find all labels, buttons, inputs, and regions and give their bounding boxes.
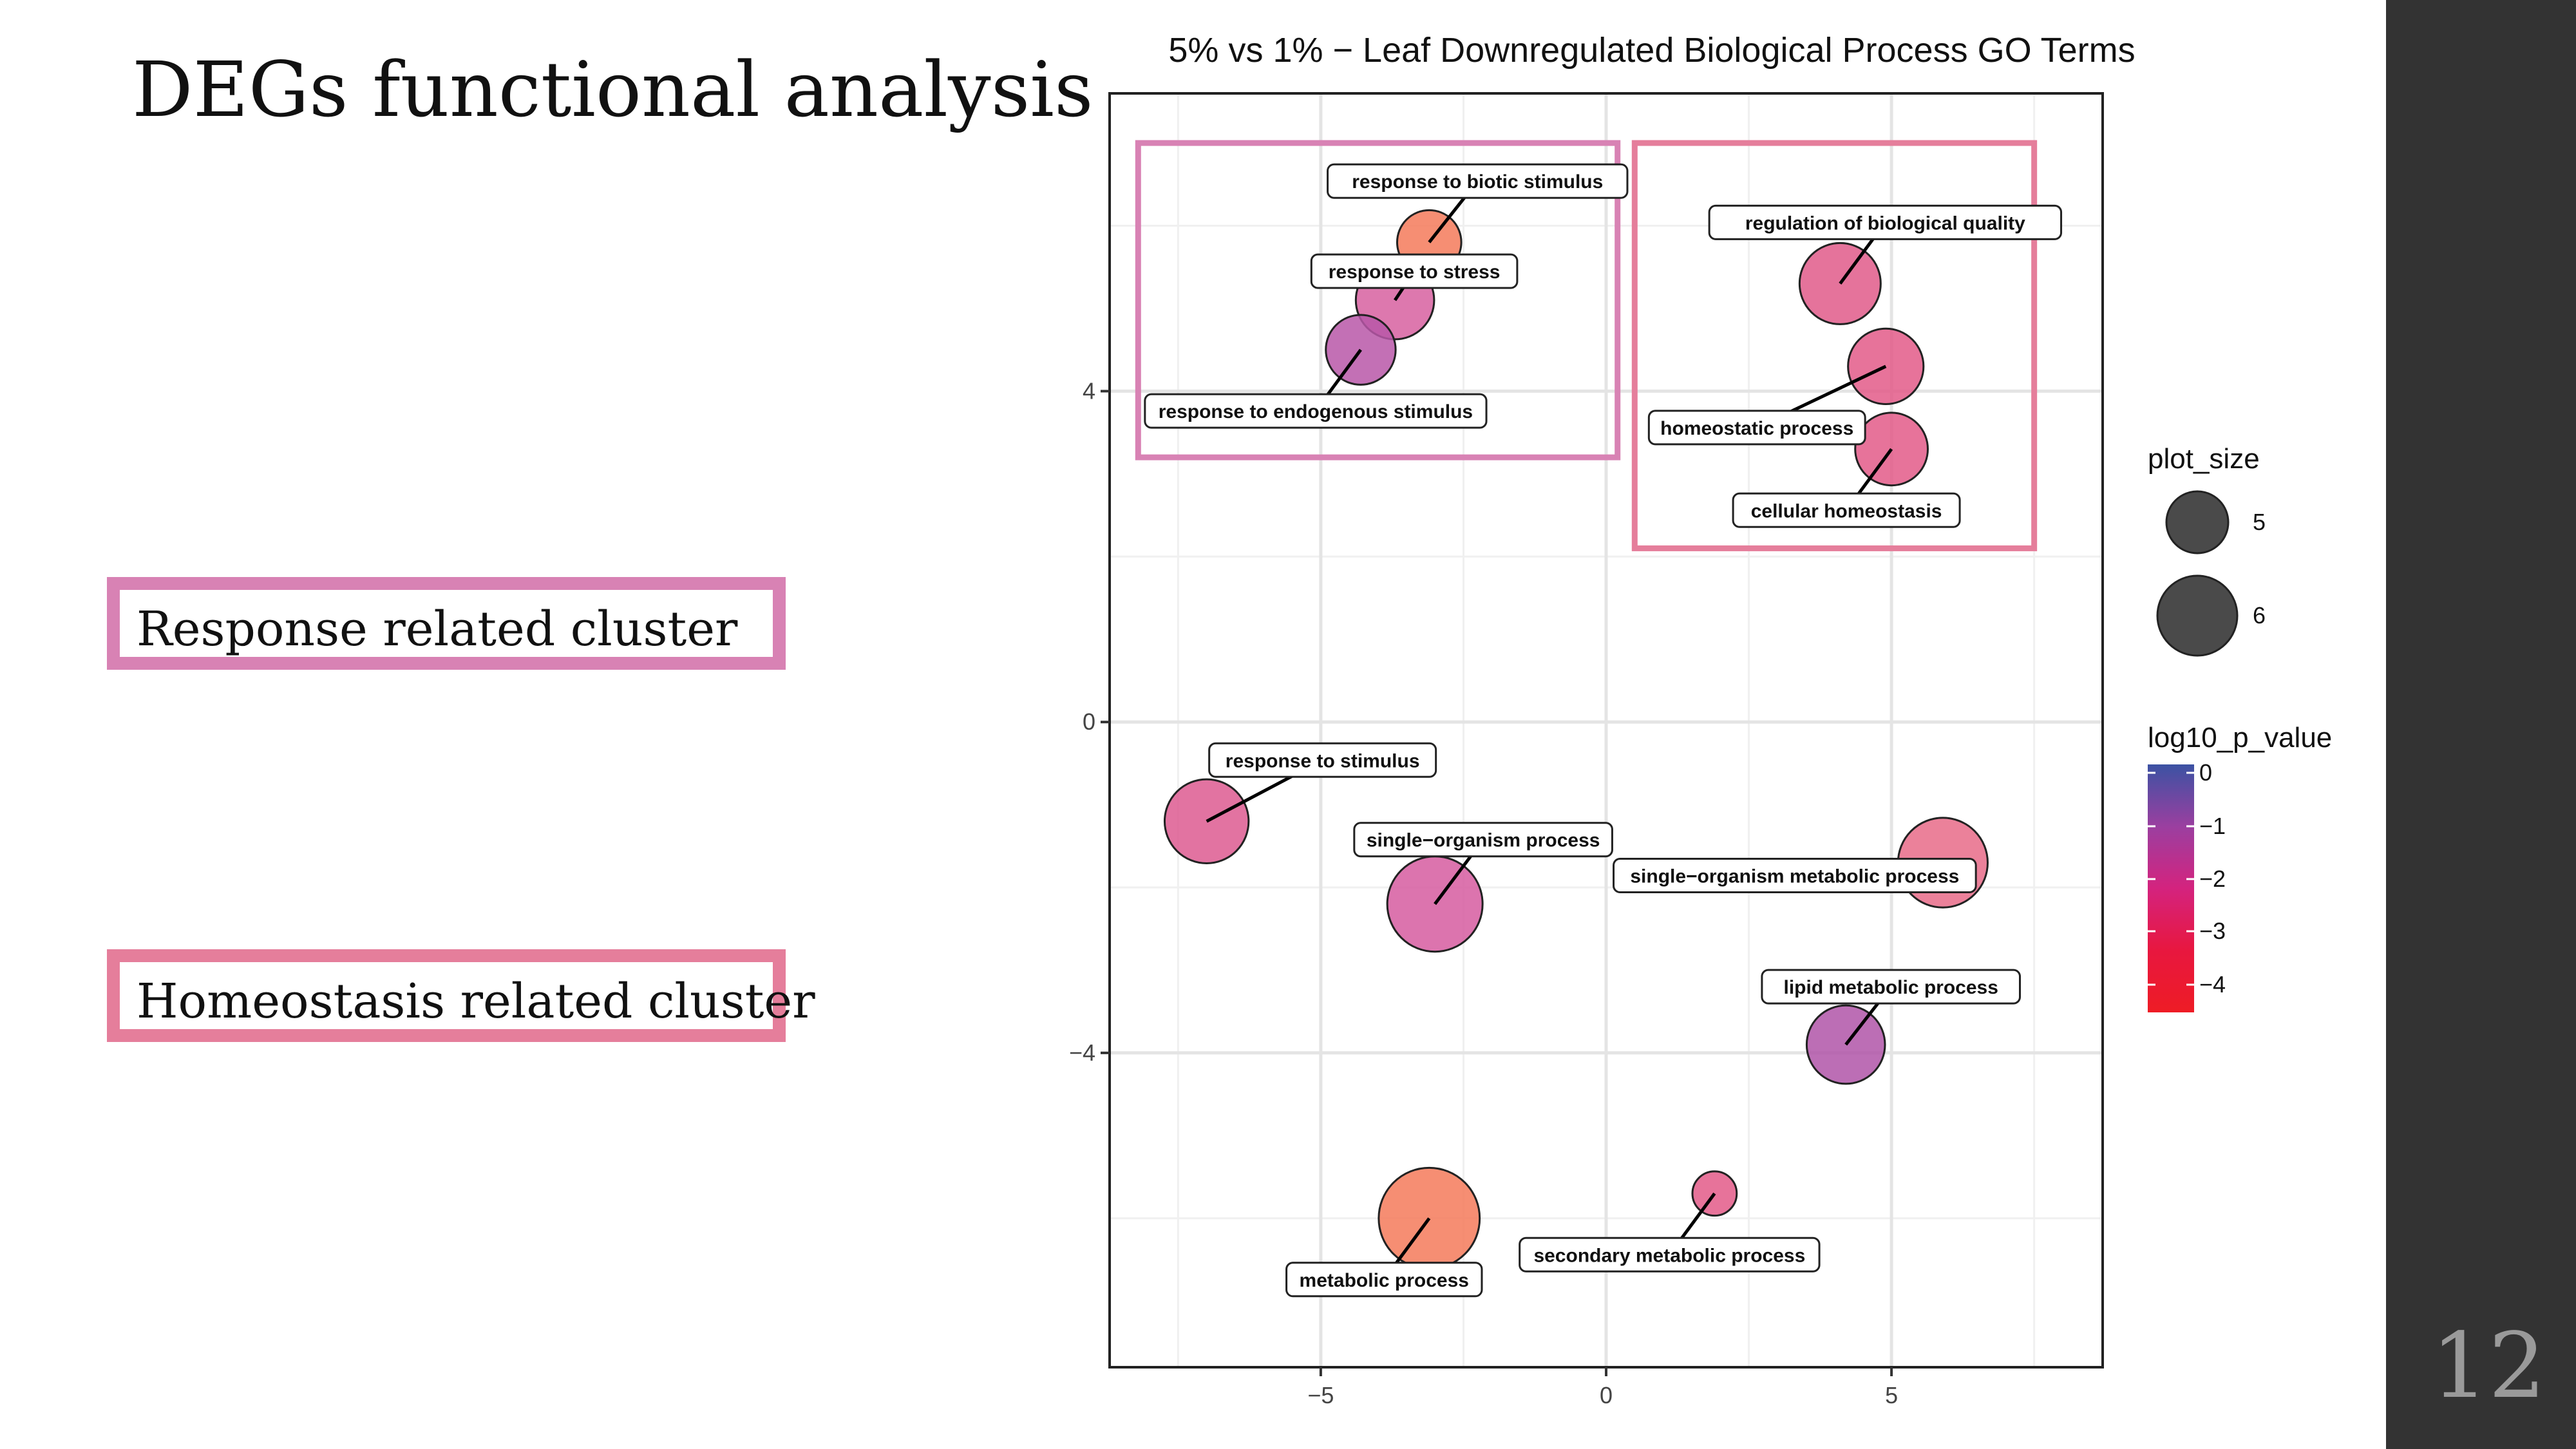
size-legend-circle bbox=[2165, 490, 2230, 554]
data-label-text: secondary metabolic process bbox=[1533, 1245, 1805, 1266]
color-legend: log10_p_value 0 −1 −2 −3 −4 bbox=[2148, 722, 2332, 1012]
data-label: cellular homeostasis bbox=[1732, 492, 1961, 528]
data-label-text: cellular homeostasis bbox=[1751, 500, 1942, 522]
cluster-box-1 bbox=[1135, 140, 1621, 460]
plot-grid bbox=[1110, 93, 2103, 1367]
data-point bbox=[1798, 242, 1882, 325]
y-tick-label: 4 bbox=[1083, 377, 1095, 404]
cluster-box-2 bbox=[1631, 140, 2038, 551]
data-label: response to endogenous stimulus bbox=[1144, 393, 1488, 429]
data-point bbox=[1163, 778, 1250, 864]
size-legend-label: 5 bbox=[2253, 509, 2266, 535]
y-tick-label: 0 bbox=[1083, 708, 1095, 735]
data-label-box bbox=[1327, 163, 1629, 199]
homeostasis-cluster-label-box: Homeostasis related cluster bbox=[107, 949, 815, 1042]
data-point bbox=[1691, 1170, 1738, 1217]
data-label: response to stress bbox=[1310, 253, 1519, 289]
data-label-text: response to stress bbox=[1329, 261, 1501, 283]
data-label-box bbox=[1144, 393, 1488, 429]
data-label-box bbox=[1310, 253, 1519, 289]
x-tick-label: 0 bbox=[1600, 1382, 1613, 1408]
data-label: single−organism metabolic process bbox=[1613, 858, 1977, 894]
data-label: homeostatic process bbox=[1647, 410, 1866, 446]
data-label-box bbox=[1647, 410, 1866, 446]
data-label-text: single−organism process bbox=[1367, 830, 1600, 851]
x-tick-label: −5 bbox=[1307, 1382, 1334, 1408]
data-label-box bbox=[1353, 822, 1613, 858]
data-label: lipid metabolic process bbox=[1761, 969, 2022, 1005]
page-number: 12 bbox=[2431, 1314, 2546, 1419]
size-legend-circle bbox=[2156, 574, 2239, 657]
data-label-text: response to endogenous stimulus bbox=[1159, 401, 1473, 422]
data-point bbox=[1805, 1004, 1886, 1085]
color-legend-label: 0 bbox=[2199, 759, 2212, 786]
data-label-box bbox=[1732, 492, 1961, 528]
cluster-boxes bbox=[1135, 140, 2038, 551]
axis-ticks: −5 0 5 4 0 −4 bbox=[1069, 377, 1898, 1408]
data-label: secondary metabolic process bbox=[1519, 1236, 1821, 1273]
data-labels: response to biotic stimulus response to s… bbox=[1144, 163, 2063, 1298]
color-legend-label: −3 bbox=[2199, 918, 2226, 944]
color-legend-label: −1 bbox=[2199, 813, 2226, 839]
data-label-text: homeostatic process bbox=[1660, 418, 1853, 439]
data-label-box bbox=[1285, 1262, 1483, 1298]
data-label-text: metabolic process bbox=[1300, 1270, 1469, 1291]
data-label-box bbox=[1208, 742, 1437, 778]
size-legend-title: plot_size bbox=[2148, 443, 2260, 475]
data-label-text: regulation of biological quality bbox=[1745, 213, 2025, 234]
data-point bbox=[1847, 327, 1925, 405]
color-legend-bar bbox=[2148, 764, 2194, 1012]
go-terms-bubble-chart: 5% vs 1% − Leaf Downregulated Biological… bbox=[1069, 31, 2332, 1408]
color-legend-title: log10_p_value bbox=[2148, 722, 2332, 753]
chart-title: 5% vs 1% − Leaf Downregulated Biological… bbox=[1168, 31, 2135, 70]
data-label: regulation of biological quality bbox=[1708, 204, 2063, 240]
data-point bbox=[1325, 314, 1397, 386]
color-legend-label: −4 bbox=[2199, 971, 2226, 998]
slide-sidebar bbox=[2386, 0, 2576, 1449]
data-label-text: response to biotic stimulus bbox=[1352, 171, 1603, 193]
data-label-box bbox=[1613, 858, 1977, 894]
data-label-text: single−organism metabolic process bbox=[1630, 866, 1959, 887]
data-label-box bbox=[1761, 969, 2022, 1005]
data-label-text: response to stimulus bbox=[1226, 750, 1420, 772]
data-label: response to stimulus bbox=[1208, 742, 1437, 778]
data-label-box bbox=[1519, 1236, 1821, 1273]
data-label: single−organism process bbox=[1353, 822, 1613, 858]
size-legend: plot_size 5 6 bbox=[2148, 443, 2266, 657]
homeostasis-cluster-label: Homeostasis related cluster bbox=[137, 974, 815, 1029]
color-legend-label: −2 bbox=[2199, 866, 2226, 892]
x-tick-label: 5 bbox=[1885, 1382, 1898, 1408]
size-legend-label: 6 bbox=[2253, 602, 2266, 629]
response-cluster-label: Response related cluster bbox=[137, 601, 738, 657]
y-tick-label: −4 bbox=[1069, 1039, 1095, 1066]
data-label: metabolic process bbox=[1285, 1262, 1483, 1298]
data-label-box bbox=[1708, 204, 2063, 240]
data-label: response to biotic stimulus bbox=[1327, 163, 1629, 199]
data-label-text: lipid metabolic process bbox=[1783, 977, 1998, 998]
response-cluster-label-box: Response related cluster bbox=[107, 577, 786, 670]
slide-title: DEGs functional analysis bbox=[132, 45, 1094, 134]
